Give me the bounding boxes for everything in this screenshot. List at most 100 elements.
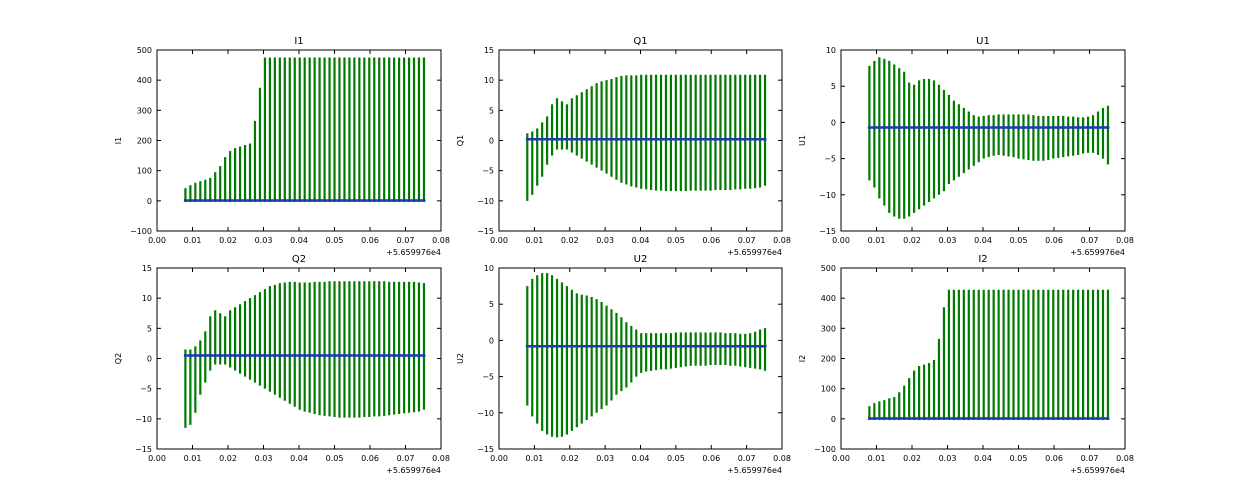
x-axis-offset: +5.659976e4	[727, 248, 782, 257]
y-tick-label: 500	[137, 46, 152, 55]
chart-title: U1	[976, 36, 990, 47]
y-axis-label: U1	[798, 135, 807, 146]
x-tick-label: 0.07	[738, 454, 756, 463]
y-tick-label: 5	[489, 300, 494, 309]
x-tick-label: 0.08	[1116, 236, 1134, 245]
y-tick-label: −5	[140, 385, 152, 394]
chart-panel-i2: I2 I2 0.00 0.01 0.02 0.03 0.04 0.05 0.06 0.07 0.08…	[798, 254, 1134, 475]
x-tick-label: 0.00	[148, 236, 166, 245]
x-tick-label: 0.01	[525, 236, 543, 245]
x-tick-label: 0.04	[632, 454, 650, 463]
x-tick-label: 0.07	[1081, 454, 1099, 463]
y-tick-label: 10	[484, 76, 494, 85]
y-tick-label: 400	[137, 76, 152, 85]
y-tick-label: 0	[147, 355, 152, 364]
y-tick-label: 5	[489, 106, 494, 115]
y-tick-label: −15	[819, 227, 836, 236]
x-tick-label: 0.05	[1010, 454, 1028, 463]
x-tick-label: 0.08	[432, 454, 450, 463]
y-tick-label: 300	[137, 106, 152, 115]
x-tick-label: 0.06	[1045, 236, 1063, 245]
y-tick-label: −10	[477, 197, 494, 206]
y-tick-label: 300	[821, 324, 836, 333]
y-tick-label: 5	[831, 82, 836, 91]
x-tick-label: 0.05	[667, 236, 685, 245]
chart-panel-u2: U2 U2 0.00 0.01 0.02 0.03 0.04 0.05 0.06 0.07 0.08…	[456, 254, 791, 475]
x-tick-label: 0.05	[326, 454, 344, 463]
y-tick-label: −5	[824, 155, 836, 164]
y-tick-label: 10	[484, 264, 494, 273]
x-tick-label: 0.04	[290, 236, 308, 245]
y-tick-label: 200	[821, 355, 836, 364]
x-tick-label: 0.06	[361, 236, 379, 245]
x-axis-offset: +5.659976e4	[1070, 466, 1125, 475]
x-tick-label: 0.08	[773, 236, 791, 245]
x-tick-label: 0.01	[184, 454, 202, 463]
x-tick-label: 0.00	[832, 236, 850, 245]
y-axis-label: U2	[456, 353, 465, 364]
y-tick-label: 15	[484, 46, 494, 55]
x-tick-label: 0.03	[939, 236, 957, 245]
x-tick-label: 0.04	[974, 236, 992, 245]
y-tick-label: −100	[130, 227, 152, 236]
y-tick-label: −15	[477, 445, 494, 454]
y-tick-label: 5	[147, 324, 152, 333]
x-tick-label: 0.07	[397, 236, 415, 245]
y-axis-label: I2	[798, 355, 807, 362]
x-tick-label: 0.04	[974, 454, 992, 463]
x-tick-label: 0.01	[868, 236, 886, 245]
x-tick-label: 0.07	[1081, 236, 1099, 245]
x-axis-offset: +5.659976e4	[386, 466, 441, 475]
y-tick-label: −100	[814, 445, 836, 454]
x-tick-label: 0.05	[1010, 236, 1028, 245]
chart-title: I1	[294, 36, 303, 47]
x-tick-label: 0.08	[432, 236, 450, 245]
x-tick-label: 0.03	[255, 454, 273, 463]
x-tick-label: 0.03	[596, 236, 614, 245]
y-tick-label: −10	[135, 415, 152, 424]
y-tick-label: 0	[489, 137, 494, 146]
x-tick-label: 0.06	[1045, 454, 1063, 463]
y-tick-label: 10	[826, 46, 836, 55]
x-tick-label: 0.02	[561, 236, 579, 245]
x-axis-offset: +5.659976e4	[727, 466, 782, 475]
y-tick-label: 400	[821, 294, 836, 303]
chart-panel-u1: U1 U1 0.00 0.01 0.02 0.03 0.04 0.05 0.06 0.07 0.08…	[798, 36, 1134, 257]
x-tick-label: 0.07	[738, 236, 756, 245]
x-tick-label: 0.00	[490, 454, 508, 463]
y-tick-label: −5	[482, 167, 494, 176]
y-tick-label: 0	[489, 336, 494, 345]
chart-title: U2	[634, 254, 648, 265]
y-tick-label: 10	[142, 294, 152, 303]
x-tick-label: 0.03	[596, 454, 614, 463]
chart-panel-q2: Q2 Q2 0.00 0.01 0.02 0.03 0.04 0.05 0.06 0.07 0.08…	[114, 254, 450, 475]
y-tick-label: −5	[482, 373, 494, 382]
y-axis-label: Q1	[456, 135, 465, 146]
x-tick-label: 0.01	[525, 454, 543, 463]
x-tick-label: 0.01	[184, 236, 202, 245]
x-tick-label: 0.03	[255, 236, 273, 245]
x-tick-label: 0.00	[148, 454, 166, 463]
x-axis-offset: +5.659976e4	[386, 248, 441, 257]
y-tick-label: −10	[477, 409, 494, 418]
x-tick-label: 0.02	[561, 454, 579, 463]
y-tick-label: 0	[831, 415, 836, 424]
x-tick-label: 0.04	[632, 236, 650, 245]
x-tick-label: 0.01	[868, 454, 886, 463]
x-tick-label: 0.02	[219, 454, 237, 463]
x-tick-label: 0.02	[903, 236, 921, 245]
chart-title: Q2	[292, 254, 306, 265]
x-tick-label: 0.08	[773, 454, 791, 463]
x-tick-label: 0.03	[939, 454, 957, 463]
x-tick-label: 0.06	[702, 236, 720, 245]
x-tick-label: 0.06	[702, 454, 720, 463]
y-tick-label: 100	[821, 385, 836, 394]
x-tick-label: 0.05	[326, 236, 344, 245]
y-axis-label: I1	[114, 137, 123, 144]
y-tick-label: 0	[147, 197, 152, 206]
y-tick-label: 0	[831, 118, 836, 127]
y-axis-label: Q2	[114, 353, 123, 364]
chart-panel-i1: I1 I1 0.00 0.01 0.02 0.03 0.04 0.05 0.06 0.07 0.08…	[114, 36, 450, 257]
y-tick-label: −10	[819, 191, 836, 200]
